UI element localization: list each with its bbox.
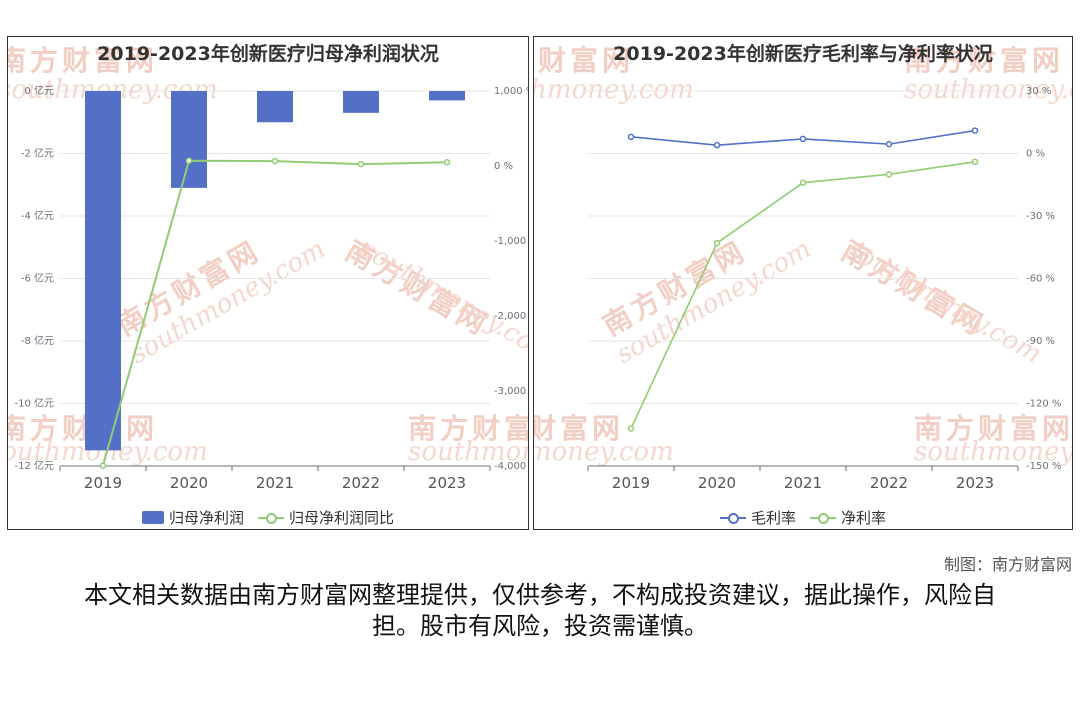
legend-label: 归母净利润同比 <box>289 509 395 527</box>
y-tick-label-right: -4,000 % <box>494 461 529 472</box>
x-tick-label: 2020 <box>698 474 736 492</box>
y-tick-label-right: 1,000 % <box>494 86 529 97</box>
y-tick-label-right: 0 % <box>494 161 513 172</box>
line-swatch-icon <box>810 511 836 525</box>
line-profit-yoy <box>102 159 448 466</box>
point-profit-yoy <box>99 462 107 469</box>
y-tick-label-right: -150 % <box>1026 461 1061 472</box>
y-tick-label-right: 0 % <box>1026 149 1045 160</box>
legend-label: 归母净利润 <box>168 509 244 527</box>
legend-item-profit[interactable]: 归母净利润 <box>141 507 244 528</box>
legend-item-gross-margin[interactable]: 毛利率 <box>719 507 796 528</box>
x-tick-label: 2022 <box>870 474 908 492</box>
point-profit-yoy <box>271 157 279 165</box>
point-gross-margin <box>799 135 807 143</box>
point-net-margin <box>971 158 979 166</box>
chart-title: 2019-2023年创新医疗归母净利润状况 <box>97 43 439 65</box>
point-gross-margin <box>713 141 721 149</box>
y-tick-label-right: -120 % <box>1026 399 1061 410</box>
point-net-margin <box>627 425 635 432</box>
x-tick-label: 2021 <box>256 474 294 492</box>
legend-label: 净利率 <box>841 509 887 527</box>
y-tick-label-left: -8 亿元 <box>21 334 54 347</box>
point-gross-margin <box>971 127 979 134</box>
margin-chart-svg: 30 % 0 % -30 % -60 % -90 % -120 % -150 % 2019 20… <box>587 86 1061 492</box>
chart-title: 2019-2023年创新医疗毛利率与净利率状况 <box>613 43 993 65</box>
x-tick-label: 2020 <box>170 474 208 492</box>
y-tick-label-right: -1,000 % <box>494 236 529 247</box>
bar-profit <box>343 91 379 113</box>
x-tick-label: 2023 <box>956 474 994 492</box>
bar-profit <box>171 91 207 188</box>
x-tick-label: 2023 <box>428 474 466 492</box>
y-tick-label-left: 0 亿元 <box>24 84 54 97</box>
x-tick-label: 2019 <box>84 474 122 492</box>
point-net-margin <box>799 179 807 186</box>
point-net-margin <box>885 171 893 178</box>
point-net-margin <box>713 239 721 247</box>
legend-item-net-margin[interactable]: 净利率 <box>810 507 886 528</box>
y-tick-label-right: -30 % <box>1026 211 1055 222</box>
y-tick-label-left: -2 亿元 <box>21 147 54 160</box>
y-tick-label-left: -12 亿元 <box>14 459 54 472</box>
point-profit-yoy <box>443 159 451 166</box>
profit-chart-svg: 0 亿元 -2 亿元 -4 亿元 -6 亿元 -8 亿元 -10 亿元 -12 亿元 1,00… <box>14 84 529 492</box>
chart-legend: 毛利率 净利率 <box>534 507 1072 528</box>
bar-profit <box>85 91 121 451</box>
point-profit-yoy <box>357 160 365 168</box>
point-profit-yoy <box>185 157 193 164</box>
bar-swatch-icon <box>141 511 164 524</box>
y-tick-label-left: -10 亿元 <box>14 397 54 410</box>
y-tick-label-right: -2,000 % <box>494 311 529 322</box>
y-tick-label-right: 30 % <box>1026 86 1051 97</box>
chart-credit: 制图：南方财富网 <box>943 555 1072 574</box>
legend-label: 毛利率 <box>750 509 796 527</box>
point-gross-margin <box>627 133 635 141</box>
y-tick-label-right: -3,000 % <box>494 386 529 397</box>
x-tick-label: 2022 <box>342 474 380 492</box>
line-swatch-icon <box>719 511 746 525</box>
left-chart-panel: 南方财富网 southmoney.com 南方财富网 southmoney.co… <box>7 36 529 530</box>
y-tick-label-left: -6 亿元 <box>21 272 54 285</box>
line-net-margin <box>630 161 976 429</box>
y-tick-label-right: -90 % <box>1026 336 1055 347</box>
y-tick-label-left: -4 亿元 <box>21 209 54 222</box>
y-tick-label-right: -60 % <box>1026 274 1055 285</box>
point-gross-margin <box>885 140 893 148</box>
line-swatch-icon <box>258 511 284 525</box>
right-chart-panel: 南方财富网 southmoney.com 南方财富网 southmoney.co… <box>533 36 1073 530</box>
x-tick-label: 2021 <box>784 474 822 492</box>
legend-item-profit-yoy[interactable]: 归母净利润同比 <box>258 507 394 528</box>
chart-legend: 归母净利润 归母净利润同比 <box>8 507 528 528</box>
disclaimer-text: 本文相关数据由南方财富网整理提供，仅供参考，不构成投资建议，据此操作，风险自担。… <box>84 581 996 640</box>
bar-profit <box>429 91 465 101</box>
bar-profit <box>257 91 293 123</box>
x-tick-label: 2019 <box>612 474 650 492</box>
